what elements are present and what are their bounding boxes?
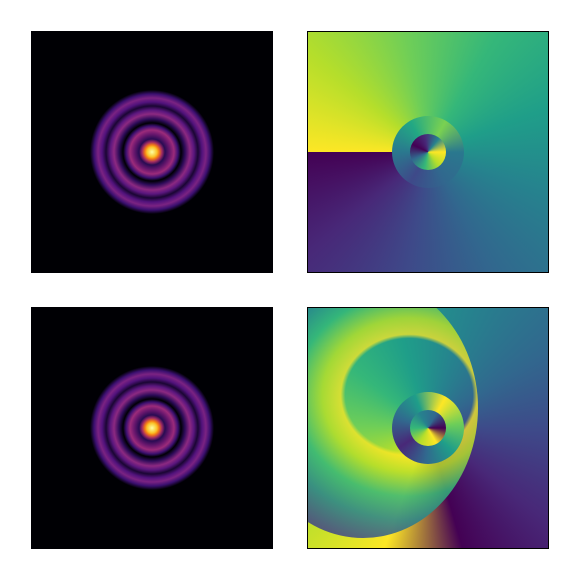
phase-image	[307, 307, 549, 549]
intensity-image	[31, 31, 273, 273]
phase-image	[307, 31, 549, 273]
phase-core	[410, 410, 446, 446]
intensity-image	[31, 307, 273, 549]
phase-core	[410, 134, 446, 170]
